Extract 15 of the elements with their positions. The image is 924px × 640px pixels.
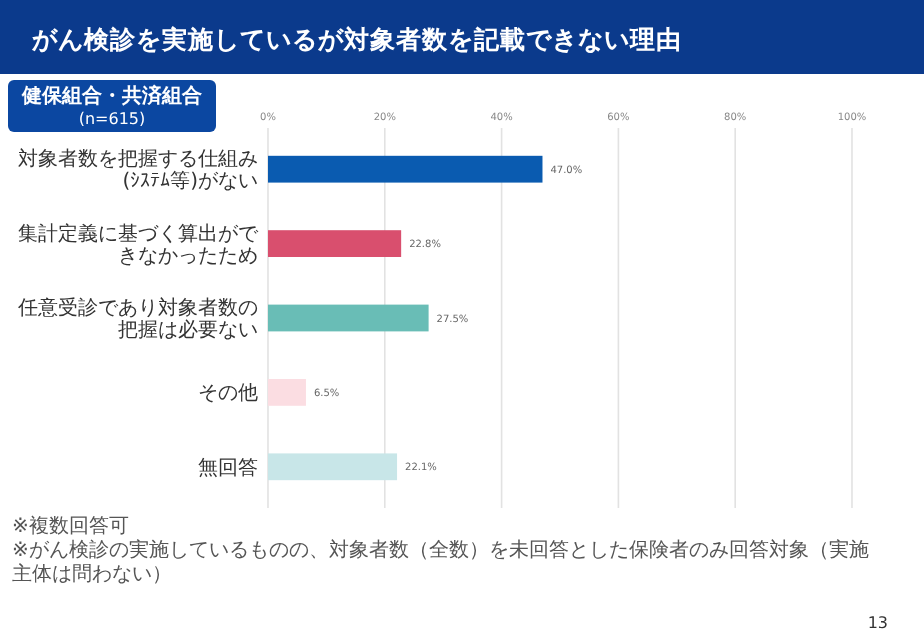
y-tick-label: 任意受診であり対象者数の把握は必要ない	[16, 296, 258, 342]
bar	[268, 230, 402, 257]
text: 13	[867, 614, 888, 632]
bar	[268, 304, 429, 332]
bar	[268, 453, 398, 481]
y-tick-label: その他	[198, 381, 258, 406]
y-tick-label: 集計定義に基づく算出ができなかったため	[18, 221, 260, 268]
y-tick-label: 無回答	[198, 455, 258, 480]
y-tick-label: 対象者数を把握する仕組み(ｼｽﾃﾑ等)がない	[18, 147, 258, 194]
chart-subtitle: 健保組合・共済組合 (n=615)	[20, 84, 204, 128]
text: ※がん検診の実施しているものの、対象者数（全数）を未回答とした保険者のみ回答対象（実施主体は問わない）	[12, 538, 869, 586]
bar	[268, 155, 543, 183]
chart-title: がん検診を実施しているが対象者数を記載できない理由	[30, 24, 682, 54]
text: ※複数回答可	[12, 514, 129, 538]
bar	[268, 379, 306, 406]
